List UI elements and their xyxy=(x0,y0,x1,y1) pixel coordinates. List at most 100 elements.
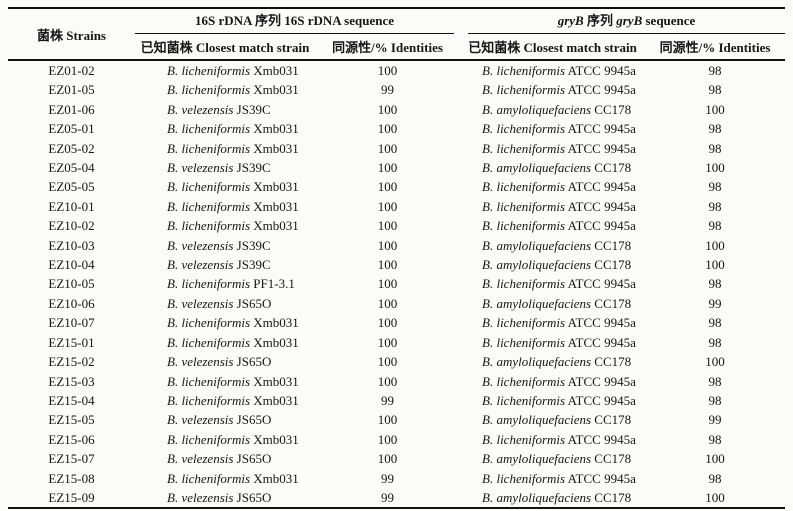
group-title-16s: 16S rDNA 序列 16S rDNA sequence xyxy=(135,9,455,34)
table-row: EZ15-04 B. licheniformis Xmb031 99 B. li… xyxy=(8,391,785,410)
strain-id-cell: EZ15-01 xyxy=(48,334,95,350)
strain-code: Xmb031 xyxy=(253,315,299,331)
cell-gryb-identity: 98 xyxy=(708,315,722,331)
strain-code: JS65O xyxy=(236,295,272,311)
cell-16s-match: B. licheniformis Xmb031 xyxy=(135,216,315,235)
species-name: B. licheniformis xyxy=(482,121,566,137)
strain-code: Xmb031 xyxy=(253,470,299,486)
table-row: EZ05-02 B. licheniformis Xmb031 100 B. l… xyxy=(8,139,785,158)
strain-id-cell: EZ05-05 xyxy=(48,179,95,195)
cell-16s-match: B. velezensis JS65O xyxy=(135,488,315,508)
strain-code: CC178 xyxy=(594,237,632,253)
strain-code: ATCC 9945a xyxy=(567,218,636,234)
cell-16s-identity: 100 xyxy=(377,431,398,447)
cell-gryb-match: B. licheniformis ATCC 9945a xyxy=(460,313,645,332)
table-row: EZ05-05 B. licheniformis Xmb031 100 B. l… xyxy=(8,177,785,196)
species-name: B. licheniformis xyxy=(167,198,251,214)
strain-id-cell: EZ05-04 xyxy=(48,160,95,176)
strain-id-cell: EZ10-07 xyxy=(48,315,95,331)
cell-gryb-match: B. licheniformis ATCC 9945a xyxy=(460,372,645,391)
species-name: B. amyloliquefaciens xyxy=(482,295,592,311)
cell-gryb-match: B. licheniformis ATCC 9945a xyxy=(460,119,645,138)
cell-16s-identity: 100 xyxy=(377,257,398,273)
strain-code: JS39C xyxy=(236,237,271,253)
cell-16s-identity: 100 xyxy=(377,276,398,292)
sub-header-row: 已知菌株 Closest match strain 同源性/% Identiti… xyxy=(8,34,786,61)
cell-16s-match: B. velezensis JS65O xyxy=(135,294,315,313)
cell-gryb-identity: 98 xyxy=(708,334,722,350)
species-name: B. amyloliquefaciens xyxy=(482,160,592,176)
column-header-16s-match: 已知菌株 Closest match strain xyxy=(135,34,315,61)
strain-id-cell: EZ01-05 xyxy=(48,82,95,98)
strain-id-cell: EZ10-06 xyxy=(48,295,95,311)
strain-id-cell: EZ05-01 xyxy=(48,121,95,137)
cell-gryb-match: B. amyloliquefaciens CC178 xyxy=(460,449,645,468)
species-name: B. licheniformis xyxy=(482,334,566,350)
cell-gryb-match: B. amyloliquefaciens CC178 xyxy=(460,294,645,313)
species-name: B. amyloliquefaciens xyxy=(482,412,592,428)
cell-16s-identity: 99 xyxy=(381,392,394,408)
species-name: B. licheniformis xyxy=(482,140,566,156)
strain-code: CC178 xyxy=(594,101,632,117)
species-name: B. velezensis xyxy=(167,354,234,370)
strain-code: JS65O xyxy=(236,354,272,370)
cell-gryb-match: B. amyloliquefaciens CC178 xyxy=(460,158,645,177)
cell-16s-match: B. licheniformis Xmb031 xyxy=(135,372,315,391)
table-body: EZ01-02 B. licheniformis Xmb031 100 B. l… xyxy=(8,60,785,508)
cell-16s-match: B. licheniformis Xmb031 xyxy=(135,333,315,352)
strain-id-cell: EZ05-02 xyxy=(48,140,95,156)
cell-16s-match: B. velezensis JS65O xyxy=(135,449,315,468)
table-row: EZ10-05 B. licheniformis PF1-3.1 100 B. … xyxy=(8,274,785,293)
cell-gryb-match: B. licheniformis ATCC 9945a xyxy=(460,177,645,196)
strain-code: JS39C xyxy=(236,257,271,273)
cell-gryb-identity: 100 xyxy=(705,489,725,505)
strain-code: Xmb031 xyxy=(253,121,299,137)
cell-gryb-match: B. licheniformis ATCC 9945a xyxy=(460,274,645,293)
strain-id-cell: EZ15-09 xyxy=(48,489,95,505)
cell-16s-identity: 100 xyxy=(377,412,398,428)
species-name: B. amyloliquefaciens xyxy=(482,451,592,467)
cell-16s-match: B. licheniformis Xmb031 xyxy=(135,80,315,99)
table-row: EZ10-01 B. licheniformis Xmb031 100 B. l… xyxy=(8,197,785,216)
cell-gryb-identity: 100 xyxy=(705,237,725,253)
column-header-16s-identity: 同源性/% Identities xyxy=(315,34,461,61)
strain-code: ATCC 9945a xyxy=(567,276,636,292)
strain-id-cell: EZ15-03 xyxy=(48,373,95,389)
strain-id-cell: EZ15-05 xyxy=(48,412,95,428)
cell-16s-identity: 100 xyxy=(377,451,398,467)
cell-16s-match: B. licheniformis Xmb031 xyxy=(135,469,315,488)
cell-gryb-match: B. licheniformis ATCC 9945a xyxy=(460,60,645,80)
strain-code: Xmb031 xyxy=(253,218,299,234)
species-name: B. velezensis xyxy=(167,160,234,176)
species-name: B. licheniformis xyxy=(482,392,566,408)
species-name: B. amyloliquefaciens xyxy=(482,237,592,253)
cell-16s-identity: 100 xyxy=(377,315,398,331)
cell-gryb-identity: 99 xyxy=(708,412,722,428)
strain-id-cell: EZ10-02 xyxy=(48,218,95,234)
table-row: EZ05-04 B. velezensis JS39C 100 B. amylo… xyxy=(8,158,785,177)
cell-gryb-match: B. licheniformis ATCC 9945a xyxy=(460,469,645,488)
species-name: B. licheniformis xyxy=(482,179,566,195)
column-header-gryb-match: 已知菌株 Closest match strain xyxy=(460,34,646,61)
cell-16s-identity: 99 xyxy=(381,82,394,98)
cell-gryb-identity: 100 xyxy=(705,101,725,117)
species-name: B. licheniformis xyxy=(167,315,251,331)
cell-gryb-match: B. licheniformis ATCC 9945a xyxy=(460,216,645,235)
cell-gryb-match: B. amyloliquefaciens CC178 xyxy=(460,488,645,508)
strain-code: ATCC 9945a xyxy=(567,470,636,486)
species-name: B. velezensis xyxy=(167,412,234,428)
group-header-gryb: gryB 序列 gryB sequence xyxy=(460,8,786,34)
species-name: B. licheniformis xyxy=(167,373,251,389)
cell-gryb-identity: 98 xyxy=(708,198,722,214)
cell-gryb-match: B. licheniformis ATCC 9945a xyxy=(460,197,645,216)
cell-gryb-identity: 99 xyxy=(708,295,722,311)
strain-code: CC178 xyxy=(594,489,632,505)
strain-code: CC178 xyxy=(594,412,632,428)
cell-16s-match: B. velezensis JS39C xyxy=(135,100,315,119)
strain-code: Xmb031 xyxy=(253,373,299,389)
cell-16s-match: B. licheniformis Xmb031 xyxy=(135,430,315,449)
cell-gryb-identity: 98 xyxy=(708,82,722,98)
strain-code: ATCC 9945a xyxy=(567,82,636,98)
cell-16s-match: B. licheniformis Xmb031 xyxy=(135,139,315,158)
